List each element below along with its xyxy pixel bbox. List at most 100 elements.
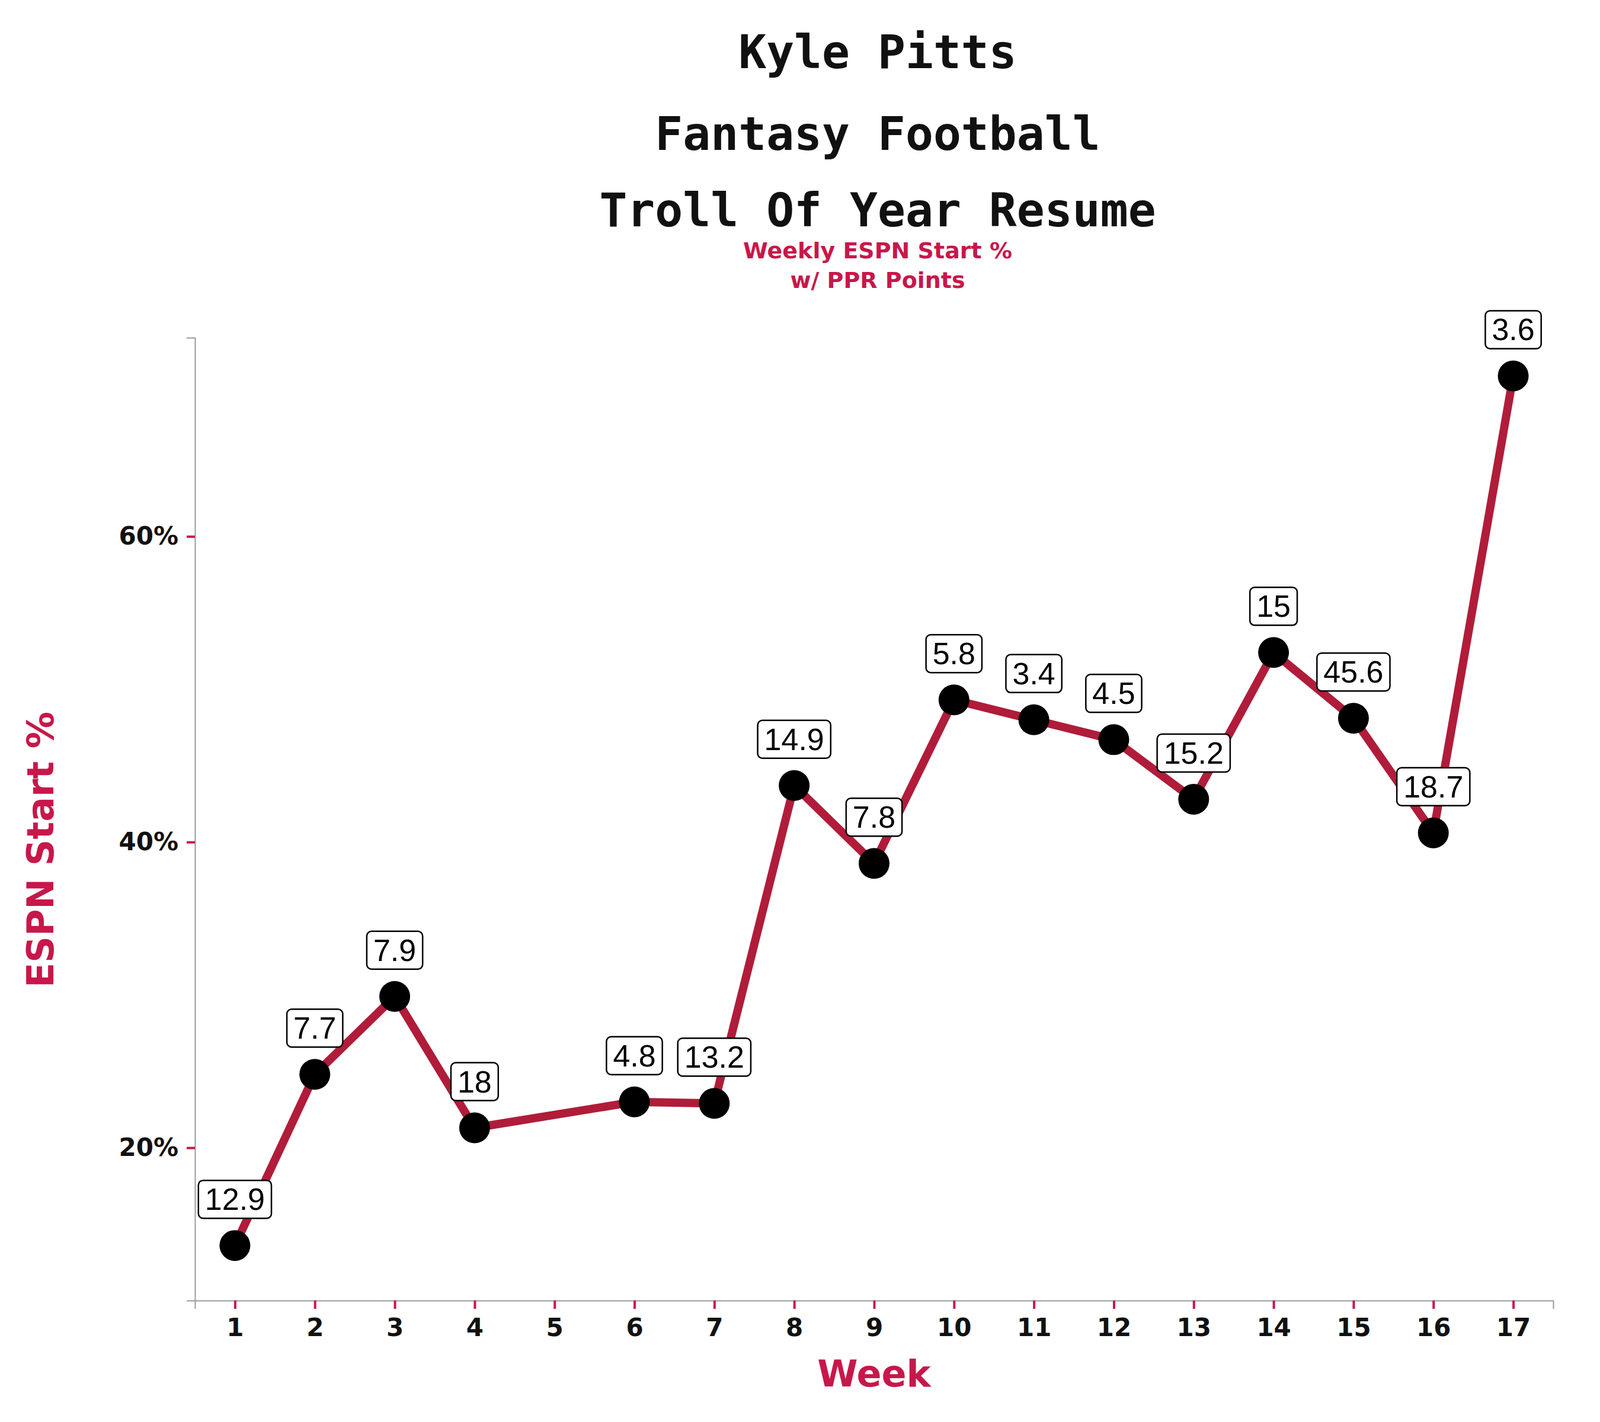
point [1338,702,1369,734]
x-tick: 10 [936,1300,972,1343]
x-tick-mark [473,1300,476,1310]
label-box [606,1037,662,1075]
label-box [1085,674,1142,713]
x-tick: 5 [546,1300,564,1343]
x-tick-label: 6 [625,1313,643,1343]
label-text: 45.6 [1323,654,1384,690]
chart: Kyle PittsFantasy FootballTroll Of Year … [0,0,1600,1422]
point [1018,704,1050,736]
label-text: 7.9 [373,933,416,968]
point-label: 13.2 [677,1038,751,1077]
point-label: 15.2 [1157,734,1231,773]
x-tick-mark [394,1300,397,1310]
x-tick: 8 [785,1300,803,1343]
label-text: 4.8 [612,1038,656,1074]
x-tick-label: 15 [1336,1313,1371,1343]
point-label: 15 [1249,587,1298,626]
point [778,770,810,802]
point-label: 4.8 [606,1037,662,1075]
point [299,1058,331,1090]
x-tick-mark [234,1300,237,1310]
y-tick-mark [186,1147,195,1150]
x-tick-mark [1272,1300,1276,1310]
x-tick: 14 [1256,1300,1291,1343]
x-tick: 6 [625,1300,643,1343]
label-text: 15.2 [1163,736,1224,771]
x-tick-label: 1 [226,1313,244,1343]
label-box [1157,734,1231,773]
label-text: 18.7 [1403,769,1464,805]
y-tick: 60% [118,521,195,551]
y-tick: 40% [118,827,195,857]
point-label: 12.9 [198,1180,272,1219]
label-text: 13.2 [684,1040,745,1075]
label-box [1005,654,1062,693]
label-box [1485,310,1541,349]
x-tick-label: 3 [386,1313,404,1343]
subtitle: w/ PPR Points [789,267,965,294]
y-tick-label: 20% [118,1133,179,1163]
x-tick: 16 [1416,1300,1451,1343]
x-tick-label: 16 [1416,1313,1451,1343]
y-tick-mark [186,841,195,844]
line [234,375,1513,1246]
x-tick-mark [1032,1300,1036,1310]
point-label: 5.8 [926,634,982,673]
title: Kyle Pitts [738,25,1017,79]
x-tick-mark [1512,1300,1515,1310]
label-text: 3.4 [1012,656,1055,691]
label-box [926,634,982,673]
x-tick-mark [633,1300,636,1310]
x-tick-mark [314,1300,317,1310]
point [1418,817,1449,849]
label-text: 5.8 [932,636,976,671]
x-tick: 11 [1016,1300,1052,1343]
x-tick-label: 17 [1496,1313,1531,1343]
x-tick-mark [793,1300,796,1310]
label-box [450,1063,499,1102]
x-tick: 12 [1096,1300,1132,1343]
x-tick-mark [952,1300,956,1310]
y-axis-line [186,338,196,1302]
point-label: 7.7 [286,1009,343,1048]
x-tick-label: 11 [1016,1313,1052,1343]
point-label: 14.9 [757,720,831,759]
point [459,1112,491,1144]
point [1178,784,1209,815]
x-tick-mark [553,1300,556,1310]
point-label: 4.5 [1085,674,1142,713]
point [698,1088,730,1119]
label-box [1316,653,1390,691]
point [379,981,411,1013]
x-tick-label: 13 [1176,1313,1212,1343]
point [938,684,970,716]
x-axis-title: Week [817,1352,932,1396]
label-text: 3.6 [1491,312,1535,347]
x-tick-label: 12 [1096,1313,1132,1343]
point-label: 18.7 [1396,768,1470,806]
x-tick: 2 [306,1300,324,1343]
y-tick-label: 60% [118,521,179,551]
x-tick: 1 [226,1300,244,1343]
x-tick-label: 14 [1256,1313,1291,1343]
x-tick: 7 [705,1300,723,1343]
label-box [366,931,423,970]
point-label: 3.4 [1005,654,1062,693]
x-tick-mark [713,1300,716,1310]
x-tick-label: 10 [936,1313,972,1343]
point [1098,724,1129,755]
x-tick-label: 7 [705,1313,723,1343]
title: Troll Of Year Resume [599,183,1156,238]
y-axis-title: ESPN Start % [18,711,63,988]
label-text: 15 [1256,589,1291,624]
x-tick-label: 5 [546,1313,564,1343]
x-tick: 17 [1496,1300,1531,1343]
label-text: 7.7 [293,1010,336,1046]
y-axis: 20% 40% 60% [118,338,195,1302]
point-label: 18 [450,1063,499,1102]
x-tick-mark [1432,1300,1435,1310]
point [219,1230,251,1262]
x-tick-mark [873,1300,876,1310]
label-box [846,798,902,837]
point-label: 3.6 [1485,310,1541,349]
